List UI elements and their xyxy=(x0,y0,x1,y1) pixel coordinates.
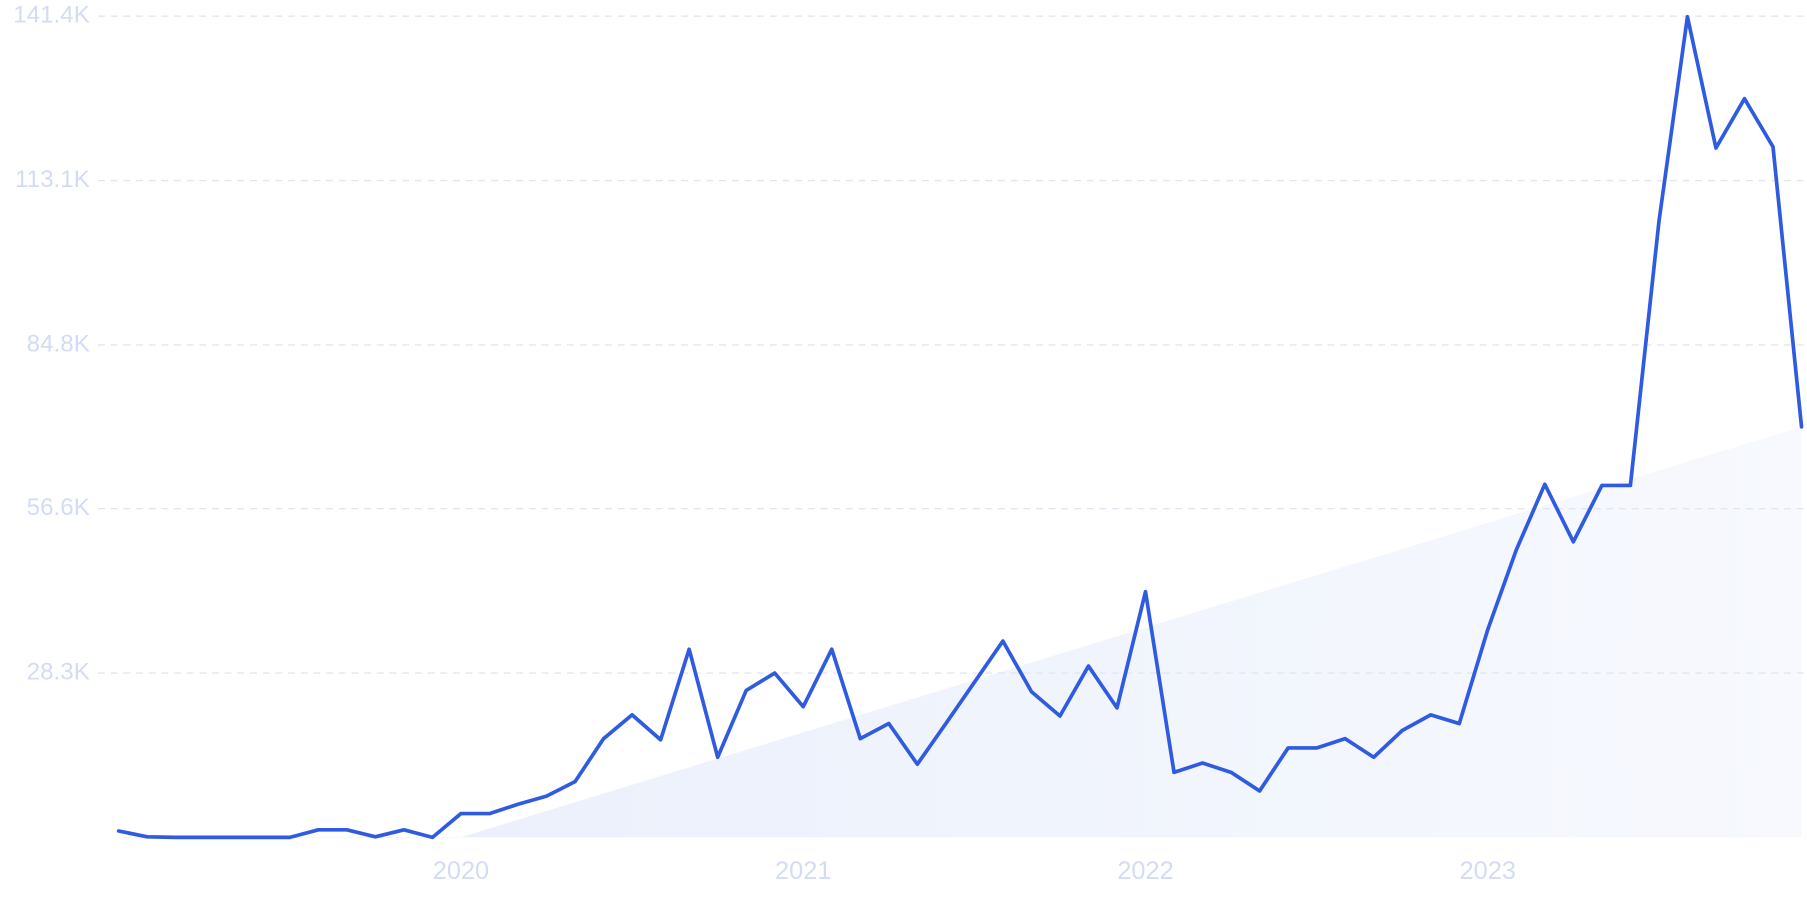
x-tick-label: 2020 xyxy=(433,857,489,885)
x-tick-label: 2022 xyxy=(1117,857,1173,885)
y-tick-label: 141.4K xyxy=(13,2,90,29)
x-tick-label: 2023 xyxy=(1460,857,1516,885)
x-tick-label: 2021 xyxy=(775,857,831,885)
y-tick-label: 84.8K xyxy=(27,330,90,357)
series-line xyxy=(116,14,1804,840)
y-tick-label: 28.3K xyxy=(27,658,90,685)
y-tick-label: 113.1K xyxy=(15,166,90,193)
y-tick-label: 56.6K xyxy=(27,494,90,521)
trend-area xyxy=(118,426,1802,838)
